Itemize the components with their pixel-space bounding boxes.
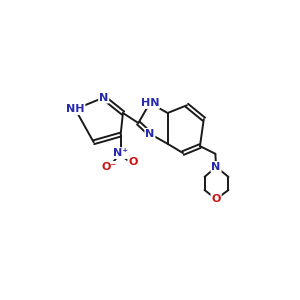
Text: NH: NH [66, 104, 85, 114]
Text: HN: HN [141, 98, 159, 108]
Text: N: N [99, 93, 108, 103]
Text: O⁻: O⁻ [101, 162, 117, 172]
Text: O: O [212, 194, 221, 204]
Text: N: N [212, 162, 221, 172]
Text: N⁺: N⁺ [113, 148, 128, 158]
Text: N: N [145, 129, 154, 139]
Text: O: O [128, 157, 138, 166]
